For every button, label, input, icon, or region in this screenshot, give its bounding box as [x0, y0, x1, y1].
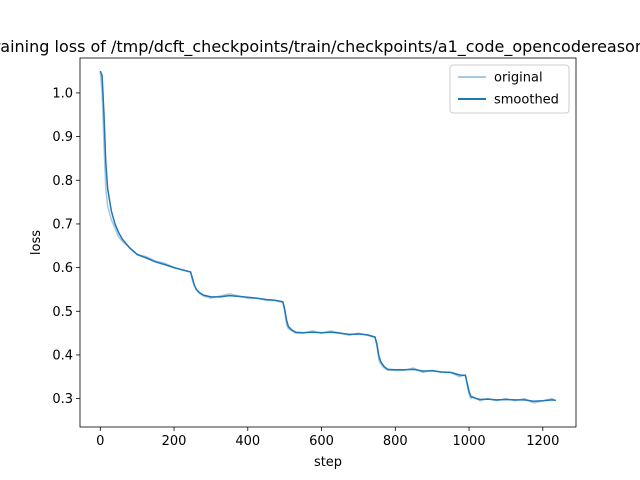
- legend: original smoothed: [449, 64, 570, 114]
- x-tick-label: 1200: [526, 434, 559, 449]
- x-tick-label: 600: [309, 434, 334, 449]
- x-tick-label: 400: [235, 434, 260, 449]
- chart-title: Training loss of /tmp/dcft_checkpoints/t…: [0, 37, 640, 57]
- y-axis-label: loss: [29, 230, 44, 255]
- x-tick-label: 800: [383, 434, 408, 449]
- x-tick-label: 1000: [453, 434, 486, 449]
- y-tick-label: 0.7: [52, 217, 73, 232]
- x-tick-label: 200: [162, 434, 187, 449]
- series-line-smoothed: [99, 70, 556, 402]
- y-tick-label: 0.8: [52, 174, 73, 189]
- legend-label-smoothed: smoothed: [494, 93, 559, 108]
- y-tick-label: 0.4: [52, 348, 73, 363]
- x-axis-label: step: [314, 455, 342, 470]
- series-line-original: [99, 71, 557, 404]
- y-tick-label: 0.3: [52, 392, 73, 407]
- x-axis: 0 200 400 600 800 1000 1200: [96, 427, 559, 449]
- y-axis: 0.3 0.4 0.5 0.6 0.7 0.8 0.9 1.0: [52, 86, 80, 407]
- legend-label-original: original: [494, 71, 543, 86]
- plot-frame: [79, 57, 577, 428]
- plot-area: [79, 57, 577, 428]
- y-tick-label: 1.0: [52, 86, 73, 101]
- y-tick-label: 0.6: [52, 261, 73, 276]
- y-tick-label: 0.9: [52, 130, 73, 145]
- y-tick-label: 0.5: [52, 305, 73, 320]
- x-tick-label: 0: [96, 434, 104, 449]
